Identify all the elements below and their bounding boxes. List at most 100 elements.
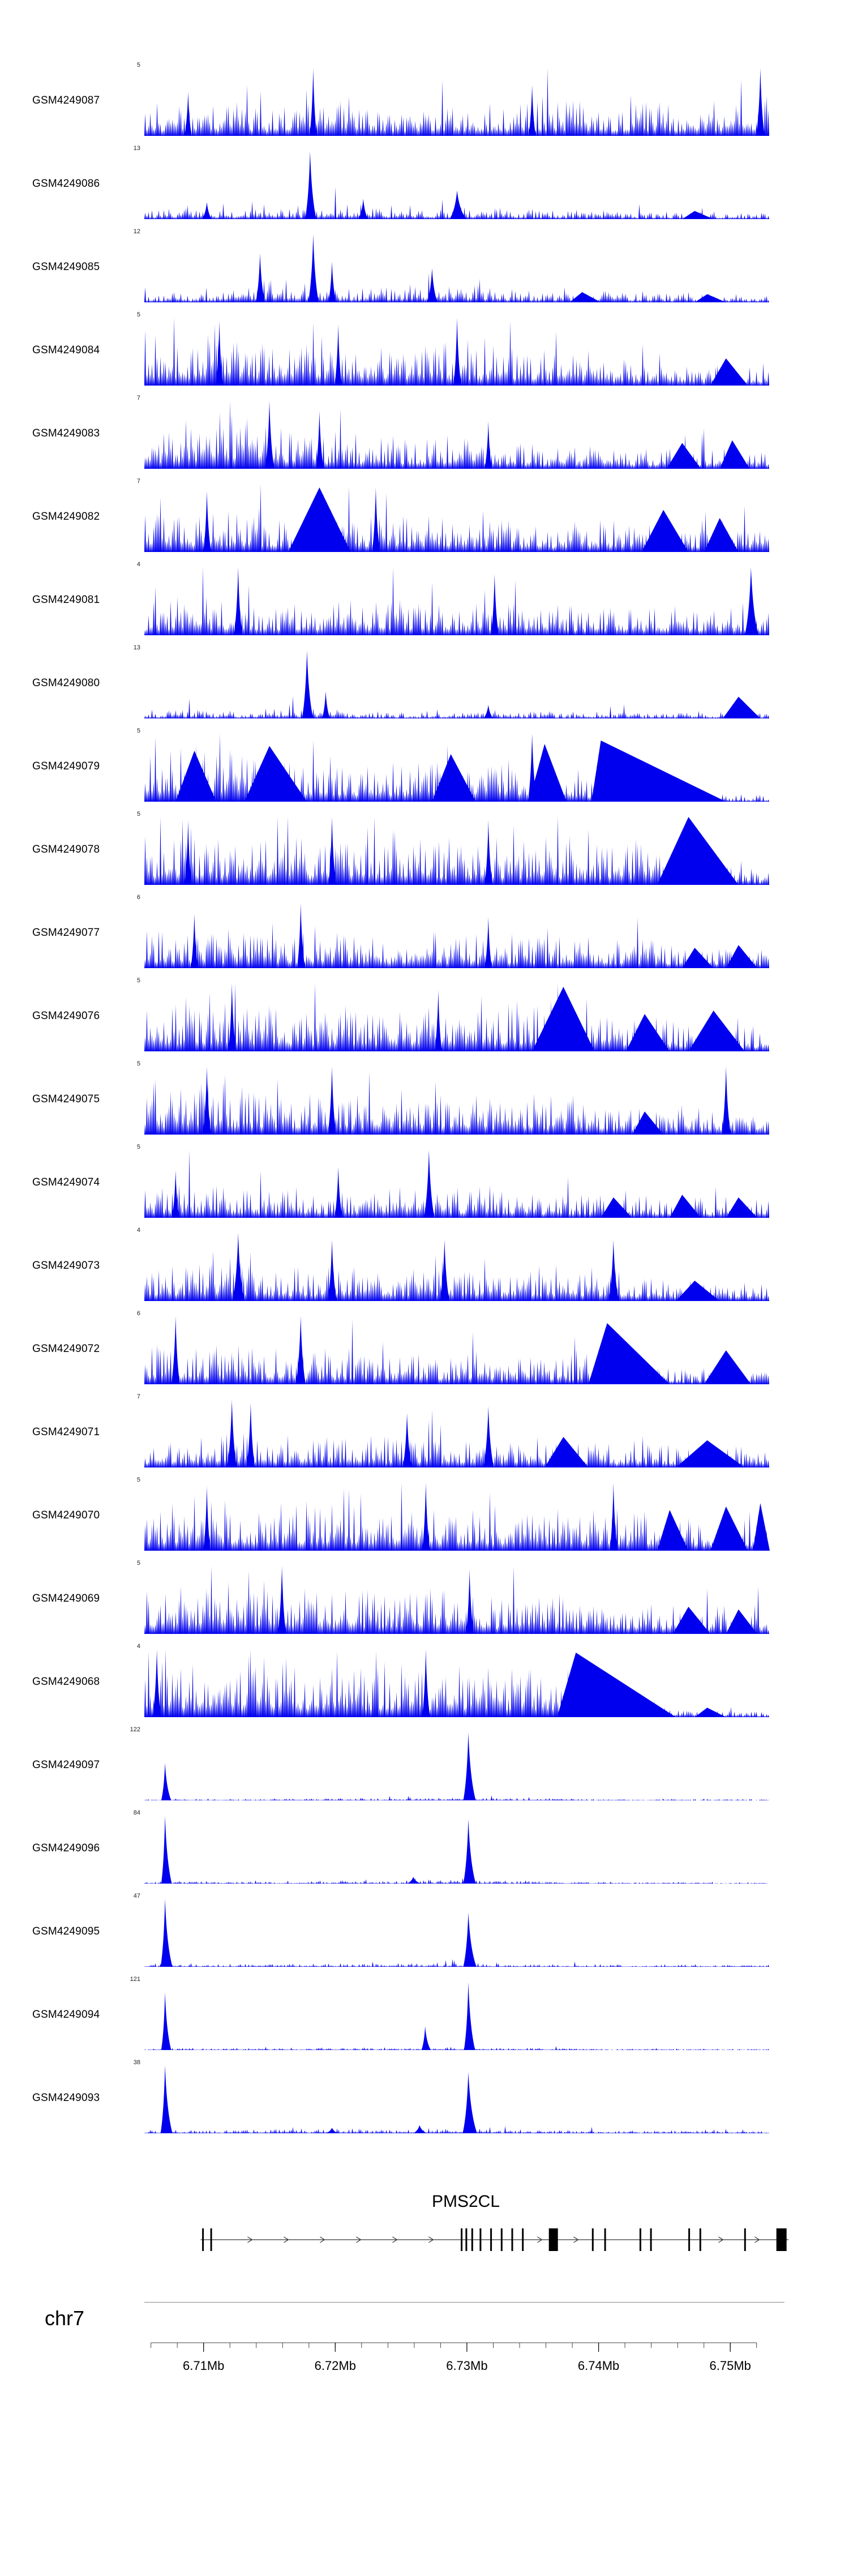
track-signal-area <box>144 1150 770 1218</box>
track-sample-label: GSM4249087 <box>32 95 100 106</box>
track-signal-plot <box>144 731 770 802</box>
track-row-GSM4249075: GSM4249075 5 <box>0 1058 849 1141</box>
strand-arrow-icon <box>754 2236 760 2243</box>
track-signal-plot <box>144 1564 770 1634</box>
track-ymax-value: 121 <box>130 1976 140 1983</box>
track-signal-plot <box>144 648 770 718</box>
major-tick-label: 6.75Mb <box>710 2359 751 2373</box>
exon-block <box>650 2228 652 2251</box>
signal-peaks <box>171 1150 757 1218</box>
track-signal-plot <box>144 981 770 1051</box>
track-ymax-value: 13 <box>133 145 140 152</box>
track-signal-area <box>144 151 770 219</box>
track-row-GSM4249084: GSM4249084 5 <box>0 309 849 392</box>
exon-block <box>471 2228 473 2251</box>
track-sample-label: GSM4249097 <box>32 1759 100 1771</box>
track-ymax-value: 5 <box>136 62 140 69</box>
track-ymax-value: 47 <box>133 1893 140 1899</box>
track-signal-plot <box>144 815 770 885</box>
signal-spikes <box>144 567 770 635</box>
strand-arrow-icon <box>718 2236 724 2243</box>
signal-peaks <box>201 151 714 219</box>
signal-spikes <box>144 1649 770 1717</box>
exon-block <box>548 2228 558 2251</box>
track-sample-label: GSM4249069 <box>32 1593 100 1604</box>
track-sample-label: GSM4249072 <box>32 1343 100 1355</box>
track-signal-plot <box>144 1064 770 1135</box>
track-sample-label: GSM4249070 <box>32 1509 100 1521</box>
track-signal-plot <box>144 565 770 635</box>
track-row-GSM4249072: GSM4249072 6 <box>0 1307 849 1390</box>
track-row-GSM4249086: GSM4249086 13 <box>0 142 849 225</box>
signal-peaks <box>216 318 748 386</box>
track-row-GSM4249080: GSM4249080 13 <box>0 641 849 725</box>
major-tick-label: 6.73Mb <box>446 2359 487 2373</box>
track-signal-area <box>144 817 770 885</box>
signal-spikes <box>144 696 770 718</box>
signal-peaks <box>171 1316 751 1384</box>
major-tick-label: 6.72Mb <box>315 2359 356 2373</box>
track-ymax-value: 7 <box>136 1393 140 1400</box>
track-row-GSM4249087: GSM4249087 5 <box>0 59 849 142</box>
track-row-GSM4249081: GSM4249081 4 <box>0 558 849 641</box>
track-ymax-value: 5 <box>136 1060 140 1067</box>
exon-block <box>465 2228 468 2251</box>
signal-spikes <box>144 1410 770 1467</box>
signal-peaks <box>302 651 761 718</box>
major-tick-label: 6.74Mb <box>578 2359 619 2373</box>
exon-block <box>461 2228 463 2251</box>
exon-block <box>776 2228 787 2251</box>
genomic-coordinate-ruler: 6.71Mb 6.72Mb 6.73Mb 6.74Mb 6.75Mb <box>151 2342 757 2373</box>
strand-arrow-icon <box>537 2236 543 2243</box>
track-signal-plot <box>144 1980 770 2050</box>
signal-spikes <box>144 1072 770 1135</box>
signal-peaks <box>160 1899 477 1967</box>
track-signal-area <box>144 651 770 718</box>
track-ymax-value: 84 <box>133 1809 140 1816</box>
track-sample-label: GSM4249083 <box>32 427 100 439</box>
track-signal-area <box>144 68 770 136</box>
signal-peaks <box>202 1067 731 1135</box>
track-row-GSM4249073: GSM4249073 4 <box>0 1224 849 1307</box>
track-ymax-value: 7 <box>136 478 140 485</box>
signal-peaks <box>161 1816 476 1884</box>
exon-blocks <box>202 2228 787 2251</box>
track-row-GSM4249069: GSM4249069 5 <box>0 1557 849 1640</box>
track-signal-plot <box>144 482 770 552</box>
track-signal-plot <box>144 149 770 219</box>
major-ticks: 6.71Mb 6.72Mb 6.73Mb 6.74Mb 6.75Mb <box>183 2343 751 2373</box>
track-sample-label: GSM4249071 <box>32 1426 100 1438</box>
signal-spikes <box>144 1795 770 1800</box>
track-ymax-value: 5 <box>136 311 140 318</box>
track-ymax-value: 6 <box>136 894 140 901</box>
signal-spikes <box>144 1566 770 1634</box>
track-sample-label: GSM4249086 <box>32 178 100 190</box>
exon-block <box>511 2228 513 2251</box>
track-ymax-value: 122 <box>130 1726 140 1733</box>
track-ymax-value: 5 <box>136 977 140 984</box>
exon-block <box>479 2228 482 2251</box>
track-row-GSM4249077: GSM4249077 6 <box>0 891 849 974</box>
signal-peaks <box>203 1483 770 1551</box>
track-signal-plot <box>144 898 770 968</box>
track-signal-area <box>144 1316 770 1384</box>
track-signal-area <box>144 1899 770 1967</box>
signal-spikes <box>144 1877 770 1884</box>
signal-spikes <box>144 983 770 1051</box>
signal-peaks <box>160 2065 477 2133</box>
signal-peaks <box>203 487 739 552</box>
signal-peaks <box>226 1400 745 1467</box>
track-signal-area <box>144 1649 770 1717</box>
track-signal-plot <box>144 1397 770 1467</box>
track-signal-area <box>144 234 770 302</box>
exon-block <box>500 2228 503 2251</box>
track-signal-plot <box>144 1647 770 1717</box>
track-signal-plot <box>144 315 770 386</box>
track-signal-plot <box>144 1148 770 1218</box>
signal-peaks <box>232 1233 720 1301</box>
signal-peaks <box>255 234 726 302</box>
track-sample-label: GSM4249096 <box>32 1842 100 1854</box>
track-signal-area <box>144 2065 770 2133</box>
exon-block <box>210 2228 212 2251</box>
major-tick-label: 6.71Mb <box>183 2359 224 2373</box>
